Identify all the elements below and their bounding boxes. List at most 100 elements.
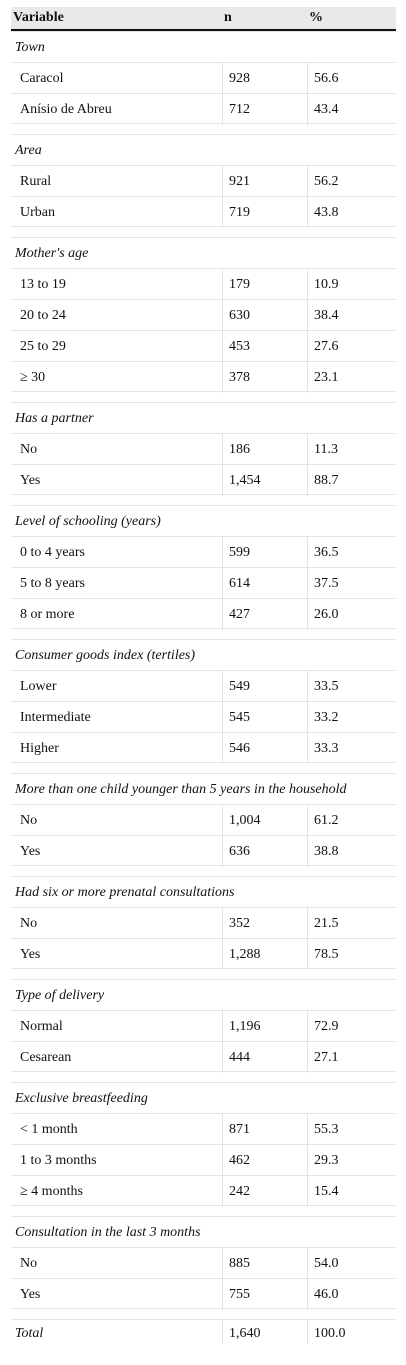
column-header-percent: % bbox=[309, 10, 323, 25]
section-label: Consumer goods index (tertiles) bbox=[15, 648, 196, 663]
row-percent: 33.3 bbox=[307, 733, 396, 764]
row-percent: 27.1 bbox=[307, 1042, 396, 1073]
row-label: Yes bbox=[20, 473, 41, 488]
section-row: Town bbox=[11, 31, 396, 62]
row-label: Anísio de Abreu bbox=[20, 102, 112, 117]
group-spacer bbox=[11, 495, 396, 505]
row-n: 462 bbox=[222, 1145, 306, 1176]
row-percent: 72.9 bbox=[307, 1011, 396, 1042]
row-label: ≥ 30 bbox=[20, 370, 46, 385]
row-percent: 15.4 bbox=[307, 1176, 396, 1207]
column-header-n: n bbox=[224, 10, 232, 25]
row-n: 599 bbox=[222, 537, 306, 568]
row-n: 719 bbox=[222, 197, 306, 228]
group-spacer bbox=[11, 763, 396, 773]
table-row: No 352 21.5 bbox=[11, 907, 396, 939]
section-label: Area bbox=[15, 143, 42, 158]
section-label: More than one child younger than 5 years… bbox=[15, 782, 347, 797]
row-percent: 78.5 bbox=[307, 939, 396, 970]
table-row: ≥ 30 378 23.1 bbox=[11, 361, 396, 393]
group-spacer bbox=[11, 866, 396, 876]
table-row: No 885 54.0 bbox=[11, 1247, 396, 1279]
row-label: No bbox=[20, 442, 38, 457]
row-label: Lower bbox=[20, 679, 57, 694]
row-percent: 36.5 bbox=[307, 537, 396, 568]
table-header: Variable n % bbox=[11, 7, 396, 31]
section-row: More than one child younger than 5 years… bbox=[11, 773, 396, 804]
row-percent: 33.5 bbox=[307, 671, 396, 702]
section-row: Mother's age bbox=[11, 237, 396, 268]
row-percent: 43.4 bbox=[307, 94, 396, 125]
section-row: Area bbox=[11, 134, 396, 165]
row-label: Caracol bbox=[20, 71, 64, 86]
row-n: 1,454 bbox=[222, 465, 306, 496]
row-label: Higher bbox=[20, 741, 59, 756]
group-spacer bbox=[11, 1206, 396, 1216]
row-label: ≥ 4 months bbox=[20, 1184, 83, 1199]
row-n: 614 bbox=[222, 568, 306, 599]
row-percent: 33.2 bbox=[307, 702, 396, 733]
row-percent: 37.5 bbox=[307, 568, 396, 599]
table-row: Higher 546 33.3 bbox=[11, 732, 396, 764]
group-spacer bbox=[11, 227, 396, 237]
section-row: Exclusive breastfeeding bbox=[11, 1082, 396, 1113]
row-label: No bbox=[20, 1256, 38, 1271]
table-row: 20 to 24 630 38.4 bbox=[11, 299, 396, 331]
table-row: No 1,004 61.2 bbox=[11, 804, 396, 836]
row-percent: 21.5 bbox=[307, 908, 396, 939]
table-row: Yes 636 38.8 bbox=[11, 835, 396, 867]
table-row: 13 to 19 179 10.9 bbox=[11, 268, 396, 300]
row-label: Urban bbox=[20, 205, 55, 220]
row-n: 179 bbox=[222, 269, 306, 300]
table-row: < 1 month 871 55.3 bbox=[11, 1113, 396, 1145]
row-percent: 27.6 bbox=[307, 331, 396, 362]
total-n: 1,640 bbox=[222, 1320, 306, 1344]
group-spacer bbox=[11, 1072, 396, 1082]
row-n: 921 bbox=[222, 166, 306, 197]
section-label: Consultation in the last 3 months bbox=[15, 1225, 201, 1240]
data-table: Variable n % Town Caracol 928 56.6 Anísio de… bbox=[11, 7, 396, 1344]
section-label: Exclusive breastfeeding bbox=[15, 1091, 148, 1106]
table-row: Rural 921 56.2 bbox=[11, 165, 396, 197]
table-row: Intermediate 545 33.2 bbox=[11, 701, 396, 733]
row-label: 1 to 3 months bbox=[20, 1153, 97, 1168]
section-row: Type of delivery bbox=[11, 979, 396, 1010]
row-percent: 11.3 bbox=[307, 434, 396, 465]
table-row: 1 to 3 months 462 29.3 bbox=[11, 1144, 396, 1176]
row-percent: 23.1 bbox=[307, 362, 396, 393]
table-row: Lower 549 33.5 bbox=[11, 670, 396, 702]
table-row: No 186 11.3 bbox=[11, 433, 396, 465]
row-label: Cesarean bbox=[20, 1050, 72, 1065]
row-label: No bbox=[20, 916, 38, 931]
table-row: Normal 1,196 72.9 bbox=[11, 1010, 396, 1042]
group-spacer bbox=[11, 629, 396, 639]
section-label: Mother's age bbox=[15, 246, 89, 261]
table-row: 8 or more 427 26.0 bbox=[11, 598, 396, 630]
row-label: 5 to 8 years bbox=[20, 576, 85, 591]
row-n: 427 bbox=[222, 599, 306, 630]
row-percent: 29.3 bbox=[307, 1145, 396, 1176]
row-n: 636 bbox=[222, 836, 306, 867]
row-n: 453 bbox=[222, 331, 306, 362]
row-label: Intermediate bbox=[20, 710, 91, 725]
total-row: Total 1,640 100.0 bbox=[11, 1319, 396, 1344]
row-percent: 46.0 bbox=[307, 1279, 396, 1310]
row-label: 0 to 4 years bbox=[20, 545, 85, 560]
table-row: Yes 1,288 78.5 bbox=[11, 938, 396, 970]
group-spacer bbox=[11, 392, 396, 402]
row-label: 13 to 19 bbox=[20, 277, 66, 292]
row-label: Yes bbox=[20, 844, 41, 859]
row-percent: 26.0 bbox=[307, 599, 396, 630]
table-row: Anísio de Abreu 712 43.4 bbox=[11, 93, 396, 125]
section-label: Has a partner bbox=[15, 411, 94, 426]
section-label: Type of delivery bbox=[15, 988, 105, 1003]
row-percent: 54.0 bbox=[307, 1248, 396, 1279]
table-row: 5 to 8 years 614 37.5 bbox=[11, 567, 396, 599]
row-n: 186 bbox=[222, 434, 306, 465]
row-label: Rural bbox=[20, 174, 52, 189]
section-label: Level of schooling (years) bbox=[15, 514, 161, 529]
row-percent: 38.4 bbox=[307, 300, 396, 331]
table-row: Yes 755 46.0 bbox=[11, 1278, 396, 1310]
row-percent: 38.8 bbox=[307, 836, 396, 867]
row-n: 549 bbox=[222, 671, 306, 702]
